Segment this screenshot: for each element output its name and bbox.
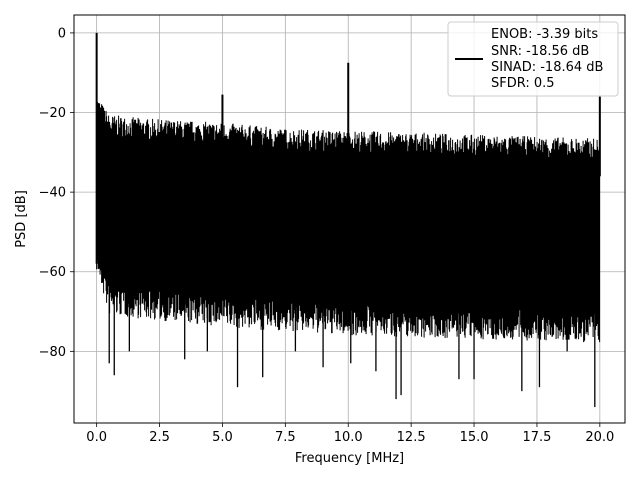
y-tick-label: −40 <box>39 186 66 201</box>
x-tick-label: 15.0 <box>460 430 489 445</box>
x-tick-label: 10.0 <box>334 430 363 445</box>
x-tick-label: 7.5 <box>275 430 296 445</box>
x-tick-label: 12.5 <box>397 430 426 445</box>
legend-line-4: SFDR: 0.5 <box>491 76 555 91</box>
y-tick-label: −60 <box>39 265 66 280</box>
legend-box <box>447 21 619 97</box>
x-tick-label: 0.0 <box>86 430 107 445</box>
x-tick-label: 5.0 <box>212 430 233 445</box>
legend-line-1: ENOB: -3.39 bits <box>491 27 598 42</box>
y-tick-label: −20 <box>39 106 66 121</box>
y-axis-label: PSD [dB] <box>14 190 29 248</box>
x-tick-label: 17.5 <box>522 430 551 445</box>
legend: ENOB: -3.39 bits SNR: -18.56 dB SINAD: -… <box>447 21 619 97</box>
psd-spikes <box>95 32 601 264</box>
x-tick-label: 2.5 <box>149 430 170 445</box>
y-axis-ticks: 0 −20 −40 −60 −80 <box>39 26 74 360</box>
y-tick-label: 0 <box>58 26 66 41</box>
legend-line-3: SINAD: -18.64 dB <box>491 60 603 75</box>
x-axis-label: Frequency [MHz] <box>295 451 404 466</box>
y-tick-label: −80 <box>39 345 66 360</box>
x-tick-label: 20.0 <box>585 430 614 445</box>
x-axis-ticks: 0.0 2.5 5.0 7.5 10.0 12.5 15.0 17.5 20.0 <box>86 423 614 445</box>
legend-line-2: SNR: -18.56 dB <box>491 44 589 59</box>
plot-frame <box>73 14 626 424</box>
series-area <box>95 32 601 408</box>
